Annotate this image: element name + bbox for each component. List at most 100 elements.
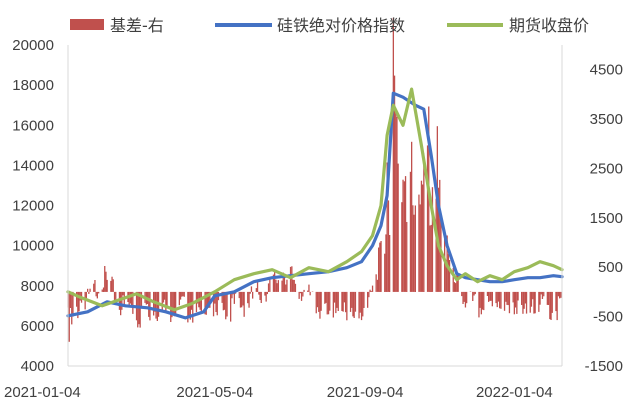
basis-bars [67, 17, 562, 342]
basis-bar [87, 288, 89, 292]
basis-bar [285, 284, 287, 292]
basis-bar [241, 291, 243, 308]
basis-bar [461, 291, 463, 297]
basis-bar [281, 280, 283, 292]
basis-bar [275, 279, 277, 292]
basis-bar [506, 291, 508, 305]
basis-bar [286, 279, 288, 292]
basis-bar [208, 291, 210, 308]
basis-bar [547, 291, 550, 305]
y-left-tick-label: 12000 [12, 198, 54, 215]
basis-bar [479, 291, 481, 308]
basis-bar [282, 272, 284, 292]
basis-bar [378, 247, 380, 292]
basis-bar [148, 291, 150, 317]
basis-bar [497, 291, 500, 302]
basis-bar [448, 260, 451, 292]
basis-bar [221, 291, 223, 303]
basis-bar [413, 214, 415, 292]
basis-bar [426, 145, 429, 292]
basis-bar [521, 291, 523, 305]
basis-bar [444, 238, 446, 292]
basis-bar [336, 291, 338, 308]
basis-bar [316, 291, 319, 308]
basis-bar [411, 141, 413, 292]
basis-bar [128, 291, 130, 307]
basis-bar [401, 202, 403, 292]
basis-bar [385, 234, 387, 292]
basis-bar [522, 291, 524, 314]
basis-bar [402, 179, 404, 292]
basis-bar [197, 291, 199, 304]
basis-bar [266, 291, 268, 295]
basis-bar [343, 291, 345, 303]
basis-bar [206, 291, 209, 307]
legend-label-index: 硅铁绝对价格指数 [277, 16, 405, 35]
basis-bar [209, 291, 211, 308]
basis-bar [283, 275, 286, 292]
basis-bar [500, 291, 502, 309]
basis-bar [113, 291, 116, 303]
basis-bar [557, 291, 559, 297]
basis-bar [223, 291, 226, 310]
basis-bar [182, 291, 184, 297]
x-tick-label: 2021-09-04 [327, 384, 404, 401]
basis-bar [380, 241, 382, 292]
basis-bar [559, 291, 561, 299]
basis-bar [307, 290, 309, 292]
basis-bar [308, 284, 310, 292]
basis-bar [153, 291, 155, 316]
basis-bar [161, 291, 163, 313]
y-left-tick-label: 14000 [12, 157, 54, 174]
series-line-index [66, 91, 564, 320]
basis-bar [111, 276, 113, 292]
basis-bar [352, 291, 354, 317]
basis-bar [289, 266, 292, 292]
basis-bar [496, 291, 498, 308]
basis-bar [533, 291, 535, 314]
basis-bar [76, 291, 78, 307]
basis-bar [272, 274, 275, 292]
basis-bar [326, 291, 328, 315]
basis-bar [258, 291, 260, 295]
basis-bar [204, 291, 206, 315]
basis-bar [495, 291, 497, 304]
basis-bar [238, 291, 240, 299]
basis-bar [517, 291, 519, 301]
basis-bar [181, 291, 183, 297]
basis-bar [105, 271, 107, 292]
basis-bar [395, 109, 397, 292]
basis-bar [293, 279, 295, 292]
basis-bar [393, 75, 396, 292]
basis-bar [478, 291, 480, 318]
basis-bar [335, 291, 337, 314]
basis-bar [205, 291, 207, 315]
basis-bar [327, 291, 330, 315]
basis-bar [298, 291, 300, 299]
basis-bar [523, 291, 525, 309]
basis-bar [294, 283, 297, 292]
basis-bar [175, 291, 177, 316]
basis-bar [96, 291, 98, 299]
basis-bar [379, 242, 381, 292]
basis-bar [264, 291, 266, 296]
basis-bar [156, 291, 158, 321]
x-tick-label: 2021-01-04 [4, 384, 81, 401]
basis-bar [525, 291, 528, 314]
basis-bar [409, 171, 412, 292]
basis-bar [369, 289, 371, 292]
basis-bar [555, 291, 557, 312]
basis-bar [260, 291, 262, 303]
basis-bar [516, 291, 518, 314]
basis-bar [85, 291, 87, 299]
basis-bar [376, 279, 379, 292]
basis-bar [277, 280, 279, 292]
basis-bar [507, 291, 509, 306]
basis-bar [300, 291, 303, 301]
basis-bar [329, 291, 331, 311]
basis-bar [512, 291, 514, 303]
basis-bar [524, 291, 526, 304]
legend-label-futures: 期货收盘价 [509, 16, 589, 35]
basis-bar [403, 181, 405, 292]
basis-bar [149, 291, 151, 321]
